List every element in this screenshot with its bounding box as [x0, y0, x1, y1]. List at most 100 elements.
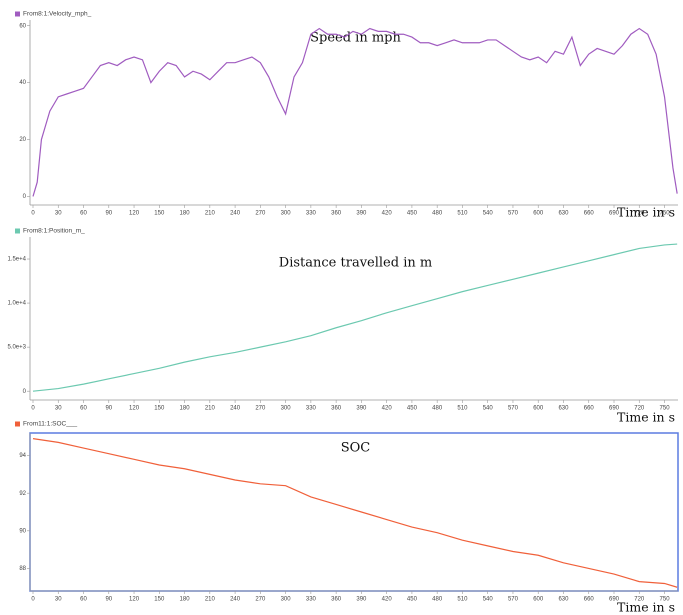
x-tick-label: 630	[558, 211, 569, 217]
x-tick-label: 660	[584, 406, 595, 412]
x-tick-label: 540	[483, 211, 494, 217]
legend-label: From8:1:Position_m_	[23, 228, 85, 235]
x-tick-label: 240	[230, 597, 241, 603]
x-tick-label: 510	[457, 406, 468, 412]
data-line	[32, 438, 678, 588]
x-tick-label: 330	[306, 211, 317, 217]
x-tick-label: 210	[205, 406, 216, 412]
x-tick-label: 690	[609, 211, 620, 217]
legend-swatch	[15, 228, 20, 234]
x-tick-label: 720	[634, 211, 645, 217]
x-tick-label: 480	[432, 406, 443, 412]
x-tick-label: 90	[105, 211, 112, 217]
x-tick-label: 30	[55, 597, 62, 603]
x-tick-label: 150	[154, 406, 165, 412]
x-tick-label: 210	[205, 597, 216, 603]
x-tick-label: 480	[432, 211, 443, 217]
x-tick-label: 270	[255, 211, 266, 217]
x-tick-label: 420	[382, 211, 393, 217]
x-tick-label: 210	[205, 211, 216, 217]
x-tick-label: 90	[105, 406, 112, 412]
x-tick-label: 750	[660, 597, 671, 603]
y-tick-label: 1.5e+4	[7, 257, 26, 263]
legend-label: From8:1:Velocity_mph_	[23, 11, 92, 18]
y-tick-label: 60	[19, 23, 26, 29]
x-tick-label: 510	[457, 211, 468, 217]
x-tick-label: 660	[584, 211, 595, 217]
x-tick-label: 390	[356, 406, 367, 412]
y-tick-label: 94	[19, 453, 26, 459]
y-tick-label: 0	[23, 389, 27, 395]
x-tick-label: 570	[508, 211, 519, 217]
x-tick-label: 720	[634, 597, 645, 603]
x-tick-label: 0	[31, 597, 35, 603]
x-tick-label: 60	[80, 597, 87, 603]
x-tick-label: 690	[609, 597, 620, 603]
x-tick-label: 180	[180, 406, 191, 412]
x-tick-label: 330	[306, 406, 317, 412]
y-tick-label: 0	[23, 194, 27, 200]
y-tick-label: 88	[19, 566, 26, 572]
y-tick-label: 5.0e+3	[7, 345, 26, 351]
x-tick-label: 120	[129, 406, 140, 412]
x-tick-label: 60	[80, 211, 87, 217]
x-tick-label: 450	[407, 406, 418, 412]
data-line	[32, 243, 678, 392]
x-axis-label: Time in s	[617, 410, 675, 425]
x-tick-label: 180	[180, 211, 191, 217]
x-tick-label: 660	[584, 597, 595, 603]
x-tick-label: 240	[230, 211, 241, 217]
x-tick-label: 0	[31, 211, 35, 217]
x-tick-label: 360	[331, 406, 342, 412]
x-tick-label: 300	[281, 406, 292, 412]
chart-title: Distance travelled in m	[279, 256, 432, 271]
x-tick-label: 270	[255, 406, 266, 412]
y-tick-label: 90	[19, 528, 26, 534]
x-tick-label: 630	[558, 597, 569, 603]
x-axis-label: Time in s	[617, 600, 675, 615]
x-tick-label: 90	[105, 597, 112, 603]
legend-swatch	[15, 421, 20, 427]
x-tick-label: 150	[154, 597, 165, 603]
legend-label: From11:1:SOC___	[23, 421, 77, 428]
x-tick-label: 330	[306, 597, 317, 603]
x-tick-label: 600	[533, 597, 544, 603]
y-tick-label: 92	[19, 491, 26, 497]
x-tick-label: 120	[129, 597, 140, 603]
x-tick-label: 450	[407, 211, 418, 217]
x-tick-label: 690	[609, 406, 620, 412]
x-tick-label: 300	[281, 597, 292, 603]
y-tick-label: 1.0e+4	[7, 301, 26, 307]
x-axis-label: Time in s	[617, 205, 675, 220]
x-tick-label: 180	[180, 597, 191, 603]
chart-title: SOC	[341, 441, 371, 456]
x-tick-label: 240	[230, 406, 241, 412]
x-tick-label: 630	[558, 406, 569, 412]
plot-frame	[29, 432, 679, 592]
y-tick-label: 20	[19, 137, 26, 143]
x-tick-label: 270	[255, 597, 266, 603]
x-tick-label: 570	[508, 406, 519, 412]
data-line	[32, 27, 678, 197]
x-tick-label: 720	[634, 406, 645, 412]
x-tick-label: 360	[331, 597, 342, 603]
x-tick-label: 420	[382, 597, 393, 603]
x-tick-label: 570	[508, 597, 519, 603]
x-tick-label: 510	[457, 597, 468, 603]
x-tick-label: 540	[483, 406, 494, 412]
x-tick-label: 60	[80, 406, 87, 412]
x-tick-label: 600	[533, 211, 544, 217]
x-tick-label: 30	[55, 406, 62, 412]
x-tick-label: 0	[31, 406, 35, 412]
x-tick-label: 600	[533, 406, 544, 412]
x-tick-label: 120	[129, 211, 140, 217]
legend-swatch	[15, 11, 20, 17]
x-tick-label: 480	[432, 597, 443, 603]
x-tick-label: 300	[281, 211, 292, 217]
x-tick-label: 150	[154, 211, 165, 217]
x-tick-label: 450	[407, 597, 418, 603]
x-tick-label: 420	[382, 406, 393, 412]
x-tick-label: 30	[55, 211, 62, 217]
x-tick-label: 540	[483, 597, 494, 603]
